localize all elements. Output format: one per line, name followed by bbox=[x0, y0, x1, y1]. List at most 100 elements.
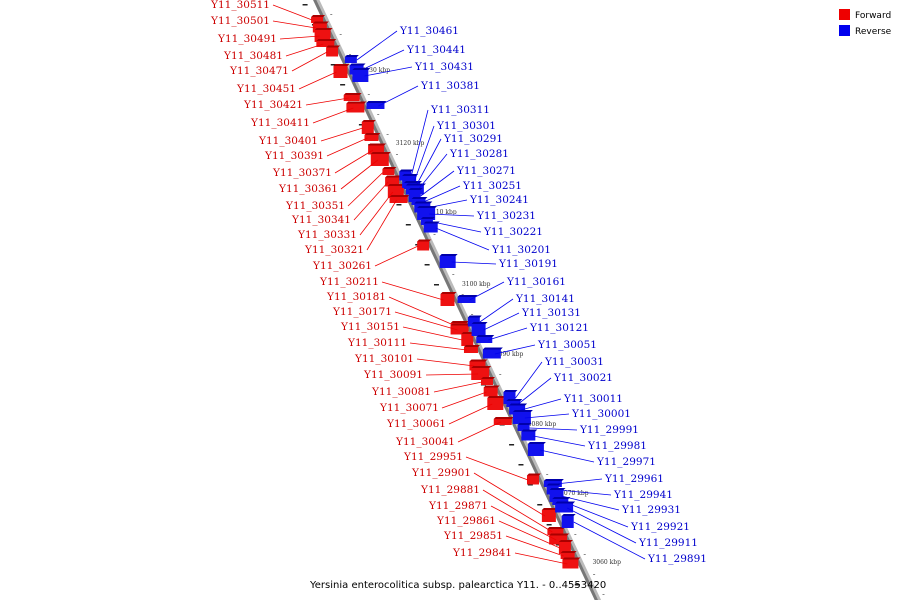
legend-forward-label: Forward bbox=[855, 11, 891, 21]
reverse-gene-label[interactable]: Y11_30051 bbox=[537, 339, 597, 351]
forward-gene-leader bbox=[505, 535, 564, 557]
legend-forward-swatch bbox=[839, 9, 850, 20]
forward-gene-label[interactable]: Y11_30351 bbox=[285, 200, 345, 212]
forward-gene-leader bbox=[272, 20, 316, 29]
reverse-gene-label[interactable]: Y11_30001 bbox=[571, 408, 631, 420]
reverse-gene-label[interactable]: Y11_30241 bbox=[469, 194, 529, 206]
legend-reverse-swatch bbox=[839, 25, 850, 36]
reverse-gene-label[interactable]: Y11_30201 bbox=[491, 244, 551, 256]
reverse-gene-leader bbox=[451, 261, 497, 265]
reverse-gene-feature bbox=[352, 68, 371, 82]
reverse-gene-feature bbox=[366, 101, 387, 109]
forward-gene-label[interactable]: Y11_29851 bbox=[443, 530, 503, 542]
forward-gene-leader bbox=[353, 181, 389, 221]
forward-gene-label[interactable]: Y11_29901 bbox=[411, 467, 471, 479]
forward-gene-label[interactable]: Y11_30071 bbox=[379, 402, 439, 414]
forward-gene-label[interactable]: Y11_30061 bbox=[386, 418, 446, 430]
reverse-gene-label[interactable]: Y11_30131 bbox=[521, 307, 581, 319]
reverse-gene-label[interactable]: Y11_30431 bbox=[414, 61, 474, 73]
forward-gene-label[interactable]: Y11_30341 bbox=[291, 214, 351, 226]
reverse-gene-label[interactable]: Y11_30301 bbox=[436, 120, 496, 132]
forward-gene-label[interactable]: Y11_30181 bbox=[326, 291, 386, 303]
forward-gene-label[interactable]: Y11_30391 bbox=[264, 150, 324, 162]
forward-gene-feature bbox=[382, 167, 397, 175]
forward-gene-label[interactable]: Y11_29861 bbox=[436, 515, 496, 527]
forward-gene-label[interactable]: Y11_29881 bbox=[420, 484, 480, 496]
forward-gene-leader bbox=[334, 149, 374, 174]
reverse-gene-label[interactable]: Y11_30461 bbox=[399, 25, 459, 37]
reverse-gene-leader bbox=[423, 185, 461, 203]
forward-gene-label[interactable]: Y11_30471 bbox=[229, 65, 289, 77]
forward-gene-label[interactable]: Y11_30081 bbox=[371, 386, 431, 398]
axis-mark bbox=[452, 274, 455, 275]
axis-mark bbox=[395, 154, 398, 155]
reverse-gene-leader bbox=[364, 66, 413, 77]
forward-gene-label[interactable]: Y11_30401 bbox=[258, 135, 318, 147]
reverse-gene-label[interactable]: Y11_30311 bbox=[430, 104, 490, 116]
forward-gene-label[interactable]: Y11_30451 bbox=[236, 83, 296, 95]
forward-gene-label[interactable]: Y11_30091 bbox=[363, 369, 423, 381]
forward-gene-label[interactable]: Y11_30101 bbox=[354, 353, 414, 365]
reverse-gene-label[interactable]: Y11_30161 bbox=[506, 276, 566, 288]
reverse-gene-feature bbox=[476, 335, 495, 343]
forward-gene-label[interactable]: Y11_30491 bbox=[217, 33, 277, 45]
forward-gene-label[interactable]: Y11_30421 bbox=[243, 99, 303, 111]
forward-gene-label[interactable]: Y11_30481 bbox=[223, 50, 283, 62]
reverse-gene-label[interactable]: Y11_29891 bbox=[647, 553, 707, 565]
forward-gene-label[interactable]: Y11_30321 bbox=[304, 244, 364, 256]
reverse-gene-label[interactable]: Y11_29961 bbox=[604, 473, 664, 485]
forward-gene-feature bbox=[487, 396, 506, 410]
reverse-gene-label[interactable]: Y11_29981 bbox=[587, 440, 647, 452]
axis-mark bbox=[386, 134, 389, 135]
scale-tick-label: 3120 kbp bbox=[396, 140, 425, 147]
forward-gene-feature bbox=[560, 551, 577, 559]
scale-tick-label: 3090 kbp bbox=[495, 351, 524, 358]
reverse-gene-label[interactable]: Y11_30281 bbox=[449, 148, 509, 160]
reverse-gene-label[interactable]: Y11_30271 bbox=[456, 165, 516, 177]
reverse-gene-label[interactable]: Y11_30011 bbox=[563, 393, 623, 405]
forward-gene-label[interactable]: Y11_29871 bbox=[428, 500, 488, 512]
axis-mark bbox=[339, 34, 342, 35]
forward-gene-label[interactable]: Y11_30331 bbox=[297, 229, 357, 241]
forward-gene-feature bbox=[346, 101, 367, 113]
reverse-gene-label[interactable]: Y11_30121 bbox=[529, 322, 589, 334]
reverse-gene-label[interactable]: Y11_30141 bbox=[515, 293, 575, 305]
forward-gene-label[interactable]: Y11_30411 bbox=[250, 117, 310, 129]
forward-gene-label[interactable]: Y11_29841 bbox=[452, 547, 512, 559]
forward-gene-feature bbox=[326, 45, 341, 57]
reverse-gene-label[interactable]: Y11_29931 bbox=[621, 504, 681, 516]
reverse-gene-leader bbox=[479, 298, 514, 323]
reverse-gene-label[interactable]: Y11_30191 bbox=[498, 258, 558, 270]
axis-mark bbox=[340, 84, 346, 86]
reverse-gene-label[interactable]: Y11_29971 bbox=[596, 456, 656, 468]
forward-gene-label[interactable]: Y11_30151 bbox=[340, 321, 400, 333]
reverse-gene-label[interactable]: Y11_30291 bbox=[443, 133, 503, 145]
reverse-gene-label[interactable]: Y11_30441 bbox=[406, 44, 466, 56]
forward-gene-label[interactable]: Y11_29951 bbox=[403, 451, 463, 463]
forward-gene-label[interactable]: Y11_30261 bbox=[312, 260, 372, 272]
reverse-gene-label[interactable]: Y11_29911 bbox=[638, 537, 698, 549]
reverse-gene-label[interactable]: Y11_30381 bbox=[420, 80, 480, 92]
forward-gene-label[interactable]: Y11_30371 bbox=[272, 167, 332, 179]
forward-gene-label[interactable]: Y11_30211 bbox=[319, 276, 379, 288]
forward-gene-label[interactable]: Y11_30041 bbox=[395, 436, 455, 448]
reverse-gene-label[interactable]: Y11_30251 bbox=[462, 180, 522, 192]
reverse-gene-label[interactable]: Y11_30221 bbox=[483, 226, 543, 238]
reverse-gene-label[interactable]: Y11_29991 bbox=[579, 424, 639, 436]
reverse-gene-label[interactable]: Y11_30021 bbox=[553, 372, 613, 384]
reverse-gene-leader bbox=[558, 489, 612, 496]
reverse-gene-label[interactable]: Y11_29941 bbox=[613, 489, 673, 501]
axis-mark bbox=[461, 294, 464, 295]
scale-tick-label: 3080 kbp bbox=[528, 421, 557, 428]
forward-gene-label[interactable]: Y11_30511 bbox=[210, 0, 270, 11]
forward-gene-label[interactable]: Y11_30361 bbox=[278, 183, 338, 195]
reverse-gene-label[interactable]: Y11_29921 bbox=[630, 521, 690, 533]
reverse-gene-label[interactable]: Y11_30031 bbox=[544, 356, 604, 368]
reverse-gene-leader bbox=[529, 427, 578, 431]
forward-gene-feature bbox=[463, 345, 480, 353]
forward-gene-label[interactable]: Y11_30111 bbox=[347, 337, 407, 349]
forward-gene-label[interactable]: Y11_30171 bbox=[332, 306, 392, 318]
reverse-gene-label[interactable]: Y11_30231 bbox=[476, 210, 536, 222]
forward-gene-label[interactable]: Y11_30501 bbox=[210, 15, 270, 27]
forward-gene-feature bbox=[483, 385, 500, 397]
